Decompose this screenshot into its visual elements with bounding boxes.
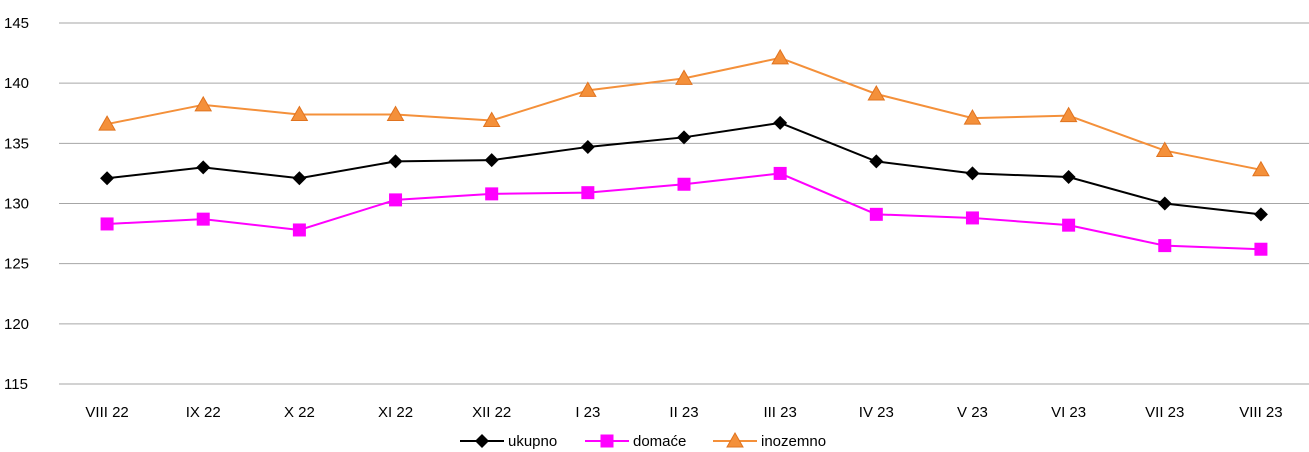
x-tick-label: V 23 [957,404,988,421]
y-tick-label: 135 [4,135,29,152]
data-point [773,115,788,130]
data-point [100,171,115,186]
x-tick-label: XI 22 [378,404,413,421]
x-tick-label: III 23 [763,404,796,421]
x-tick-label: IV 23 [859,404,894,421]
data-point [196,160,211,175]
data-point [388,154,403,169]
x-tick-label: XII 22 [472,404,511,421]
data-point [98,115,116,131]
series-ukupno [100,115,1268,222]
data-point [773,166,787,180]
y-axis-tick-labels: 115 120 125 130 135 140 145 [4,15,29,393]
data-point [1253,207,1268,222]
x-tick-label: VIII 22 [85,404,128,421]
data-point [677,177,691,191]
legend-item-ukupno: ukupno [460,433,557,450]
data-point [867,84,886,101]
data-point [1158,239,1172,253]
x-tick-label: IX 22 [186,404,221,421]
data-point [965,211,979,225]
data-point [194,95,213,112]
data-point [1254,242,1268,256]
y-tick-label: 115 [4,376,28,393]
series-lines [98,48,1270,256]
y-tick-label: 125 [4,256,29,273]
data-point [1061,170,1076,185]
legend-marker [600,434,614,448]
data-point [292,223,306,237]
x-axis-tick-labels: VIII 22 IX 22 X 22 XI 22 XII 22 I 23 II 23 III … [85,404,1282,421]
data-point [1059,106,1078,123]
x-tick-label: VI 23 [1051,404,1086,421]
data-point [677,130,691,145]
x-tick-label: VII 23 [1145,404,1184,421]
data-point [1252,160,1270,177]
data-point [1157,196,1172,211]
data-point [581,186,595,200]
data-point [869,154,884,169]
data-point [484,153,499,168]
legend: ukupno domaće inozemno [460,431,826,450]
data-point [578,81,597,97]
x-tick-label: II 23 [669,404,698,421]
x-tick-label: I 23 [575,404,600,421]
legend-item-domaće: domaće [585,433,686,450]
data-point [292,171,307,186]
legend-marker [726,431,744,448]
data-point [386,105,405,121]
legend-label: inozemno [761,433,826,450]
series-inozemno [98,48,1270,177]
data-point [485,187,499,201]
series-domaće [100,166,1268,256]
x-tick-label: X 22 [284,404,315,421]
data-point [675,69,693,85]
y-tick-label: 145 [4,15,29,32]
y-tick-label: 120 [4,316,29,333]
data-point [580,139,595,154]
data-point [1155,141,1174,158]
y-tick-label: 130 [4,196,29,213]
data-point [965,166,980,181]
data-point [100,217,114,231]
legend-label: domaće [633,433,686,450]
x-tick-label: VIII 23 [1239,404,1282,421]
legend-marker [475,434,489,448]
data-point [389,193,403,207]
data-point [869,207,883,221]
data-point [290,105,309,121]
y-tick-label: 140 [4,75,29,92]
data-point [963,109,982,125]
data-point [771,48,790,65]
legend-item-inozemno: inozemno [713,431,826,450]
legend-label: ukupno [508,433,557,450]
data-point [1062,218,1076,232]
data-point [196,212,210,226]
data-point [482,111,501,127]
